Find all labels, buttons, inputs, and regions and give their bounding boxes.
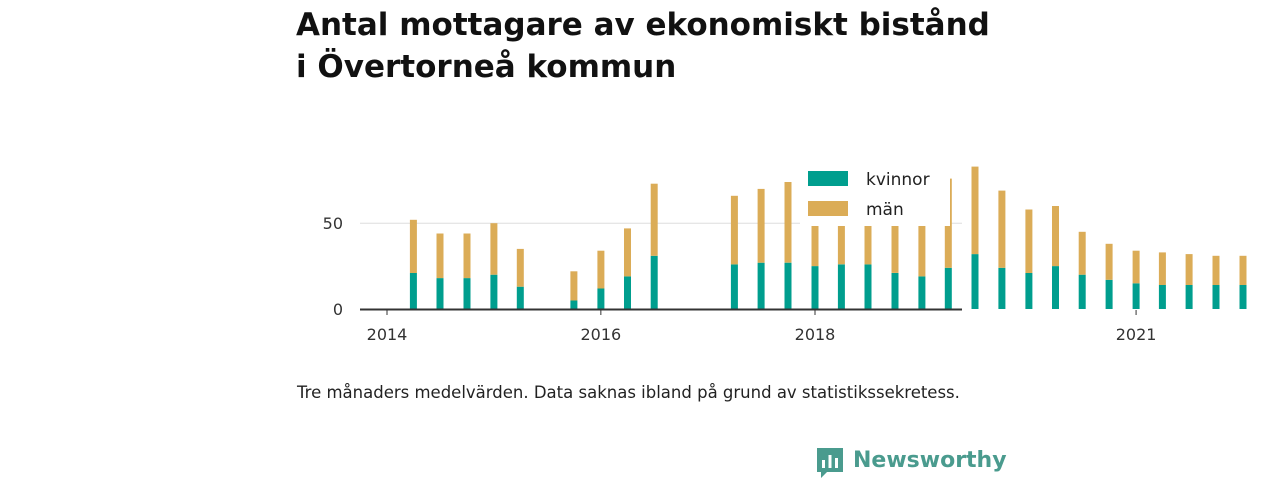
bar-kvinnor-2021-01-01 — [1132, 283, 1140, 309]
bar-kvinnor-2021-04-01 — [1158, 285, 1166, 309]
axes: 050201420162018202120232025 — [323, 214, 1157, 344]
bar-män-2020-10-01 — [1105, 243, 1113, 280]
legend-label-kvinnor: kvinnor — [866, 170, 930, 190]
bar-män-2015-01-01 — [490, 223, 498, 275]
bar-kvinnor-2019-01-01 — [918, 276, 926, 309]
bar-män-2021-10-01 — [1212, 255, 1220, 285]
legend-swatch-män — [808, 201, 848, 216]
brand-name: Newsworthy — [853, 448, 1007, 473]
bar-kvinnor-2018-07-01 — [864, 264, 872, 309]
bar-män-2020-07-01 — [1078, 231, 1086, 275]
bar-kvinnor-2015-04-01 — [516, 286, 524, 309]
bar-män-2016-01-01 — [597, 250, 605, 289]
legend-swatch-kvinnor — [808, 171, 848, 186]
bar-kvinnor-2019-04-01 — [944, 267, 952, 309]
legend-label-män: män — [866, 200, 904, 220]
x-tick-label: 2016 — [580, 325, 621, 344]
bar-män-2021-04-01 — [1158, 252, 1166, 285]
bar-kvinnor-2019-10-01 — [998, 267, 1006, 309]
bar-män-2019-10-01 — [998, 190, 1006, 268]
bar-kvinnor-2014-07-01 — [436, 278, 444, 309]
bar-kvinnor-2017-10-01 — [784, 262, 792, 309]
bar-män-2015-04-01 — [516, 248, 524, 287]
bar-män-2016-04-01 — [624, 228, 631, 277]
bar-män-2014-07-01 — [436, 233, 444, 279]
legend: kvinnor män — [800, 162, 950, 226]
page-title: Antal mottagare av ekonomiskt bistånd i … — [296, 4, 1016, 88]
bar-kvinnor-2016-07-01 — [650, 255, 658, 309]
bar-män-2014-04-01 — [409, 219, 417, 273]
bar-män-2020-01-01 — [1025, 209, 1033, 273]
newsworthy-logo: Newsworthy — [815, 446, 1007, 480]
bar-kvinnor-2014-10-01 — [463, 278, 471, 309]
x-tick-label: 2014 — [367, 325, 408, 344]
y-tick-label: 0 — [333, 300, 343, 319]
bar-kvinnor-2016-01-01 — [597, 288, 605, 309]
bar-män-2019-01-01 — [918, 182, 926, 277]
bar-kvinnor-2018-10-01 — [891, 273, 899, 309]
bar-kvinnor-2020-04-01 — [1052, 266, 1059, 309]
bar-män-2016-07-01 — [650, 183, 658, 256]
bar-män-2020-04-01 — [1052, 206, 1059, 267]
y-tick-label: 50 — [323, 214, 343, 233]
bar-kvinnor-2022-01-01 — [1239, 285, 1247, 309]
newsworthy-logo-icon — [817, 448, 843, 478]
bar-män-2017-07-01 — [757, 188, 765, 263]
bar-män-2022-01-01 — [1239, 255, 1247, 285]
x-tick-label: 2018 — [795, 325, 836, 344]
bar-kvinnor-2020-01-01 — [1025, 273, 1033, 309]
bar-kvinnor-2019-07-01 — [971, 254, 979, 309]
bar-kvinnor-2018-01-01 — [811, 266, 819, 309]
bar-män-2019-07-01 — [971, 166, 979, 255]
x-tick-label: 2021 — [1116, 325, 1157, 344]
bar-kvinnor-2015-01-01 — [490, 274, 498, 309]
bar-män-2021-01-01 — [1132, 250, 1140, 284]
bar-män-2014-10-01 — [463, 233, 471, 279]
bar-kvinnor-2014-04-01 — [409, 273, 417, 309]
title-line-1: Antal mottagare av ekonomiskt bistånd — [296, 7, 990, 43]
bar-kvinnor-2020-10-01 — [1105, 279, 1113, 309]
title-line-2: i Övertorneå kommun — [296, 49, 677, 85]
bar-kvinnor-2016-04-01 — [624, 276, 631, 309]
bar-män-2015-10-01 — [570, 271, 578, 301]
bar-kvinnor-2020-07-01 — [1078, 274, 1086, 309]
bar-kvinnor-2021-10-01 — [1212, 285, 1220, 309]
chart-caption: Tre månaders medelvärden. Data saknas ib… — [297, 383, 960, 402]
bar-kvinnor-2017-04-01 — [730, 264, 738, 309]
bar-kvinnor-2017-07-01 — [757, 262, 765, 309]
bar-kvinnor-2021-07-01 — [1185, 285, 1193, 309]
bar-män-2017-10-01 — [784, 182, 792, 263]
bar-män-2021-07-01 — [1185, 254, 1193, 285]
bar-män-2017-04-01 — [730, 195, 738, 265]
bar-kvinnor-2015-10-01 — [570, 300, 578, 309]
bar-kvinnor-2018-04-01 — [837, 264, 845, 309]
